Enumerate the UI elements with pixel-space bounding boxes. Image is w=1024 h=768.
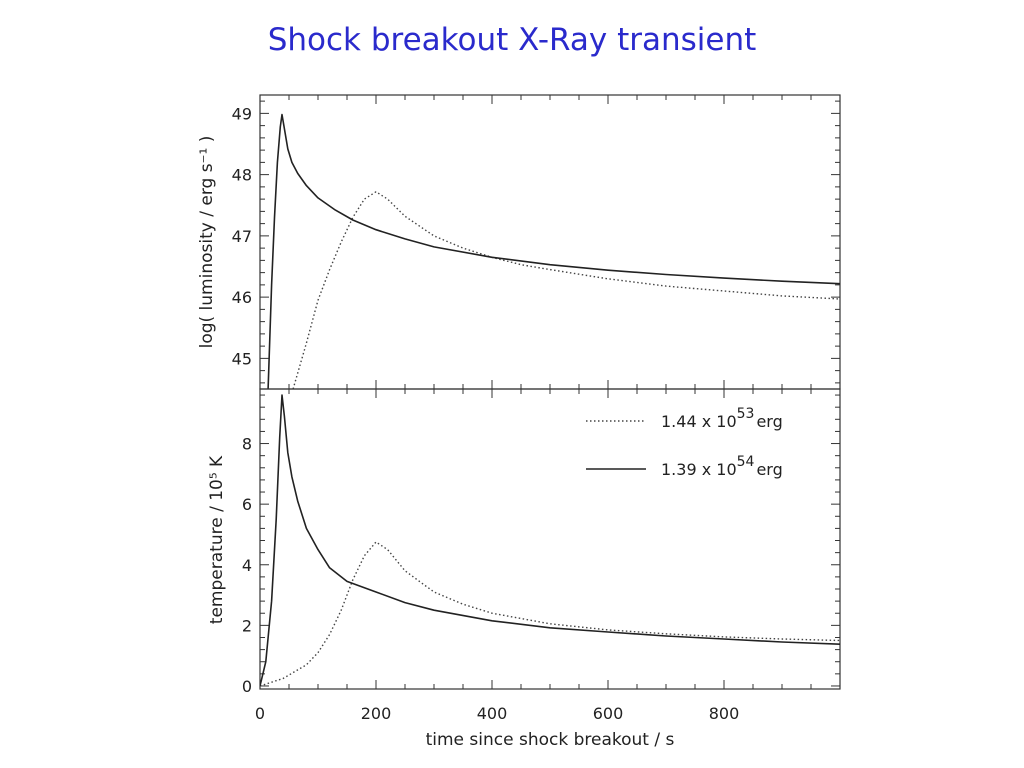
- x-tick-label: 800: [709, 704, 740, 723]
- legend-entry-2-exponent: 54: [737, 454, 755, 470]
- lum-y-tick-label: 45: [232, 349, 252, 368]
- temp-y-tick-label: 0: [242, 677, 252, 696]
- temperature-panel: 0 2 4 6 8 0 200 400 600 800: [242, 388, 841, 723]
- x-tick-label: 400: [477, 704, 508, 723]
- luminosity-axis-label: log( luminosity / erg s⁻¹ ): [197, 136, 217, 349]
- legend-entry-1-unit: erg: [756, 412, 782, 431]
- legend-entry-1-exponent: 53: [737, 406, 755, 422]
- time-axis-label: time since shock breakout / s: [426, 730, 675, 750]
- x-tick-label: 0: [255, 704, 265, 723]
- legend-entry-1: 1.44 x 1053 erg: [661, 406, 783, 431]
- temp-series-solid-line: [260, 394, 840, 687]
- lum-series-dotted-line: [292, 191, 840, 389]
- temp-y-tick-label: 2: [242, 616, 252, 635]
- legend-entry-2-unit: erg: [756, 460, 782, 479]
- temperature-axis-label: temperature / 10⁵ K: [207, 455, 227, 624]
- lum-y-tick-label: 48: [232, 166, 252, 185]
- lum-y-tick-label: 49: [232, 104, 252, 123]
- legend-entry-2-mantissa: 1.39 x 10: [661, 460, 737, 479]
- temp-y-tick-label: 6: [242, 495, 252, 514]
- x-tick-label: 600: [593, 704, 624, 723]
- lum-y-tick-label: 47: [232, 227, 252, 246]
- lum-series-solid-line: [267, 113, 840, 389]
- lum-plot-frame: [259, 94, 841, 390]
- temp-series-dotted-line: [260, 541, 840, 687]
- legend-entry-1-mantissa: 1.44 x 10: [661, 412, 737, 431]
- temp-y-tick-label: 4: [242, 556, 252, 575]
- temp-plot-frame: [259, 388, 841, 690]
- slide-title: Shock breakout X-Ray transient: [267, 22, 757, 58]
- x-tick-label: 200: [361, 704, 392, 723]
- temp-y-tick-label: 8: [242, 435, 252, 454]
- legend: 1.44 x 1053 erg 1.39 x 1054 erg: [586, 406, 783, 479]
- lum-y-tick-label: 46: [232, 288, 252, 307]
- legend-entry-2: 1.39 x 1054 erg: [661, 454, 783, 479]
- luminosity-panel: 45 46 47 48 49: [232, 94, 841, 390]
